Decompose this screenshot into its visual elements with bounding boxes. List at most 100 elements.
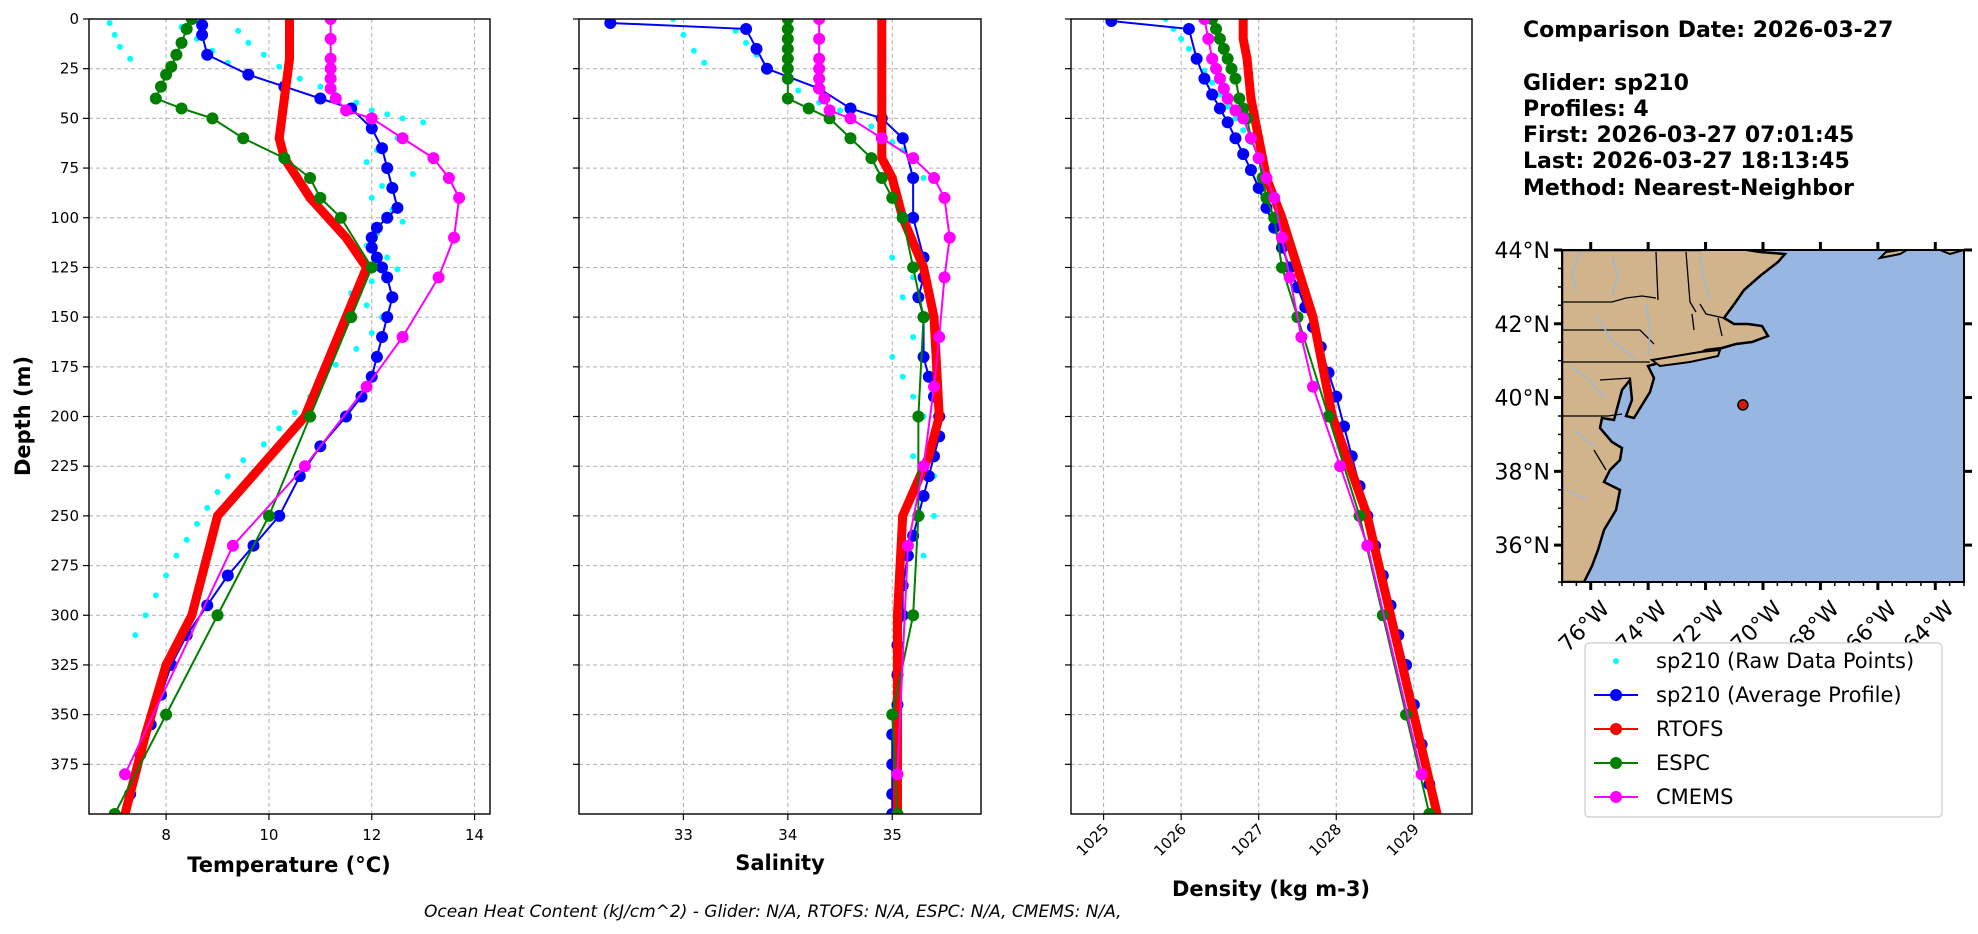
salinity-espc-marker: [781, 72, 794, 85]
salinity-espc-marker: [781, 52, 794, 65]
salinity-raw-point: [910, 453, 917, 460]
temperature-raw-point: [353, 345, 360, 352]
temperature-avg-marker: [386, 291, 399, 304]
density-avg-marker: [1105, 19, 1118, 27]
temperature-espc-line: [113, 19, 373, 814]
temperature-avg-marker: [201, 48, 214, 61]
salinity-raw-point: [837, 107, 844, 114]
temperature-raw-point: [291, 409, 298, 416]
density-cmems-marker: [1202, 32, 1215, 45]
temperature-avg-marker: [391, 201, 404, 214]
density-espc-marker: [1221, 52, 1234, 65]
density-cmems-marker: [1229, 104, 1242, 117]
y-tick-label: 100: [50, 209, 79, 227]
salinity-espc-marker: [865, 152, 878, 165]
salinity-avg-marker: [917, 490, 930, 502]
y-tick-label: 300: [50, 606, 79, 624]
temperature-cmems-marker: [324, 32, 337, 45]
location-map: 44°N42°N40°N38°N36°N76°W74°W72°W70°W68°W…: [1495, 239, 1972, 657]
temperature-espc-marker: [154, 80, 167, 93]
salinity-espc-marker: [781, 62, 794, 75]
temperature-raw-point: [245, 39, 252, 46]
salinity-cmems-marker: [844, 112, 857, 125]
map-longisland: [1649, 348, 1722, 368]
glider-location-marker: [1737, 399, 1749, 411]
temperature-cmems-marker: [324, 52, 337, 65]
temperature-rtofs-marker: [274, 133, 284, 143]
temperature-avg-marker: [381, 211, 394, 224]
temperature-cmems-marker: [396, 132, 409, 145]
y-tick-label: 250: [50, 507, 79, 525]
salinity-espc-marker: [886, 708, 899, 721]
density-espc-marker: [1233, 92, 1246, 105]
salinity-rtofs-marker: [919, 262, 929, 272]
salinity-avg-marker: [844, 102, 857, 115]
temperature-raw-point: [163, 572, 170, 579]
y-tick-label: 75: [60, 159, 79, 177]
y-tick-label: 325: [50, 656, 79, 674]
density-cmems-marker: [1206, 52, 1219, 65]
map-lat-label: 36°N: [1495, 534, 1550, 559]
density-raw-point: [1162, 19, 1169, 22]
salinity-avg-marker: [740, 22, 753, 35]
ocean-heat-content-note: Ocean Heat Content (kJ/cm^2) - Glider: N…: [424, 902, 1122, 922]
salinity-raw-point: [868, 123, 875, 130]
temperature-espc-marker: [206, 112, 219, 125]
legend: sp210 (Raw Data Points) sp210 (Average Pr…: [1584, 642, 1943, 818]
x-tick-label: 8: [161, 826, 171, 844]
profiles-count: Profiles: 4: [1523, 97, 1649, 122]
map-lat-label: 42°N: [1495, 313, 1550, 338]
temperature-avg-marker: [376, 142, 389, 155]
temperature-raw-point: [260, 441, 267, 448]
salinity-avg-marker: [750, 42, 763, 55]
temperature-avg-marker: [196, 28, 209, 41]
y-tick-label: 375: [50, 755, 79, 773]
density-avg-marker: [1190, 52, 1203, 65]
map-lat-label: 44°N: [1495, 239, 1550, 264]
density-rtofs-marker: [1238, 19, 1248, 24]
density-rtofs-line: [1238, 19, 1442, 814]
temperature-avg-marker: [293, 470, 306, 483]
y-tick-label: 25: [60, 60, 79, 78]
temperature-rtofs-marker: [213, 511, 223, 521]
y-tick-label: 50: [60, 109, 79, 127]
density-rtofs-marker: [1238, 34, 1248, 44]
temperature-avg-marker: [370, 251, 383, 264]
temperature-rtofs-marker: [279, 94, 289, 103]
legend-swatch-avg: [1610, 689, 1622, 701]
temperature-cmems-marker: [360, 380, 373, 393]
density-cmems-marker: [1217, 82, 1230, 95]
salinity-espc-marker: [886, 191, 899, 204]
temperature-raw-point: [193, 520, 200, 527]
glider-label: Glider: sp210: [1523, 71, 1689, 96]
temperature-raw-point: [224, 473, 231, 480]
salinity-raw-point: [899, 294, 906, 301]
x-tick-label: 10: [259, 826, 278, 844]
x-tick-label: 14: [465, 826, 484, 844]
y-tick-label: 175: [50, 358, 79, 376]
density-avg-marker: [1244, 164, 1257, 177]
salinity-cmems-marker: [901, 539, 914, 552]
y-tick-label: 200: [50, 408, 79, 426]
salinity-cmems-marker: [907, 152, 920, 165]
salinity-avg-marker: [907, 172, 920, 184]
x-tick-label: 34: [778, 826, 797, 844]
temperature-raw-point: [379, 182, 386, 189]
salinity-cmems-marker: [813, 62, 826, 75]
temperature-espc-marker: [149, 92, 162, 105]
density-cmems-marker: [1415, 768, 1428, 781]
salinity-raw-point: [889, 353, 896, 360]
temperature-avg-marker: [381, 271, 394, 284]
legend-label-rtofs: RTOFS: [1656, 717, 1723, 741]
legend-label-raw: sp210 (Raw Data Points): [1656, 649, 1914, 673]
temperature-raw-point: [142, 612, 149, 619]
temperature-series-group: [106, 19, 466, 814]
salinity-cmems-marker: [928, 172, 941, 184]
temperature-raw-point: [260, 51, 267, 58]
temperature-raw-point: [394, 266, 401, 273]
temperature-avg-marker: [355, 390, 368, 403]
temperature-rtofs-marker: [161, 660, 171, 670]
salinity-panel: 33 34 35: [573, 18, 982, 844]
temperature-cmems-marker: [365, 112, 378, 125]
